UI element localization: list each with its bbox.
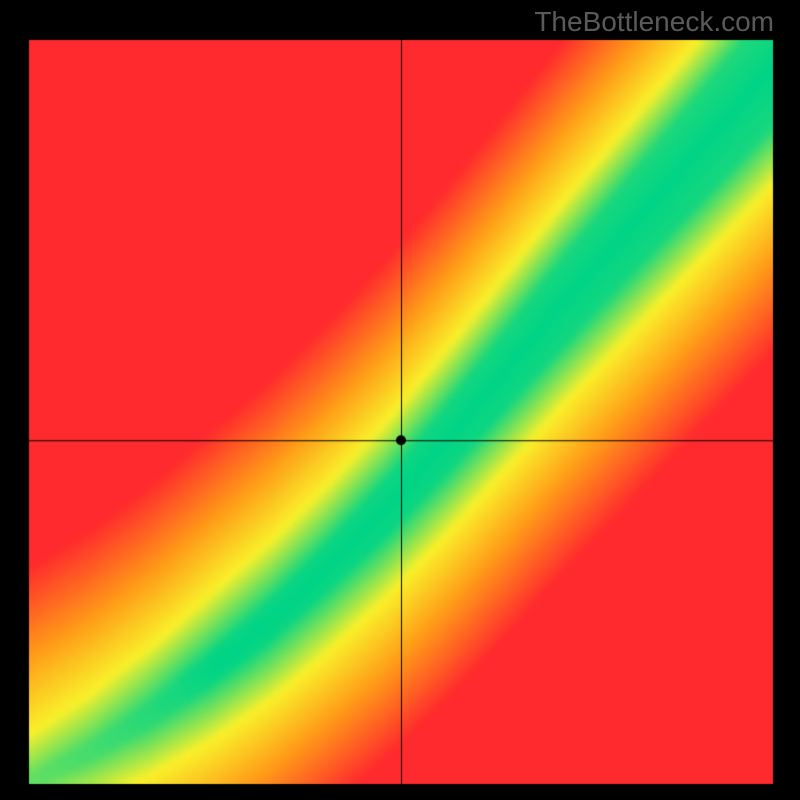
watermark-text: TheBottleneck.com <box>534 6 774 38</box>
bottleneck-heatmap <box>0 0 800 800</box>
